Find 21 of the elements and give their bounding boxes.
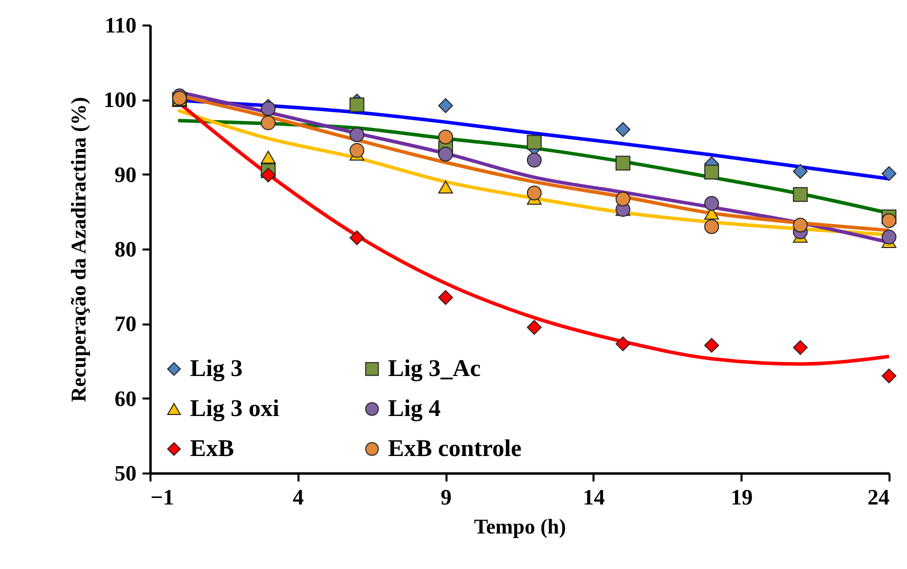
y-tick-label: 50 xyxy=(114,460,136,486)
x-tick-label: 9 xyxy=(440,484,452,510)
x-tick-label: −1 xyxy=(150,484,174,510)
legend-label: ExB controle xyxy=(388,436,522,462)
y-tick-label: 90 xyxy=(114,162,136,187)
y-tick-label: 80 xyxy=(114,236,136,262)
legend-label: Lig 4 xyxy=(388,396,441,422)
legend-label: Lig 3_Ac xyxy=(388,356,482,382)
y-tick-label: 110 xyxy=(104,12,136,38)
y-tick-label: 70 xyxy=(114,311,136,336)
x-tick-label: 19 xyxy=(730,484,753,510)
x-tick-label: 24 xyxy=(868,484,890,510)
x-tick-label: 4 xyxy=(292,484,304,510)
legend-label: ExB xyxy=(190,436,234,462)
y-axis-title: Recuperação da Azadiractina (%) xyxy=(66,96,90,402)
legend-label: Lig 3 xyxy=(190,356,243,382)
legend-label: Lig 3 oxi xyxy=(190,396,280,422)
y-tick-label: 60 xyxy=(114,386,136,411)
x-axis-title: Tempo (h) xyxy=(474,514,566,538)
x-tick-label: 14 xyxy=(582,484,605,510)
y-tick-label: 100 xyxy=(104,87,136,112)
